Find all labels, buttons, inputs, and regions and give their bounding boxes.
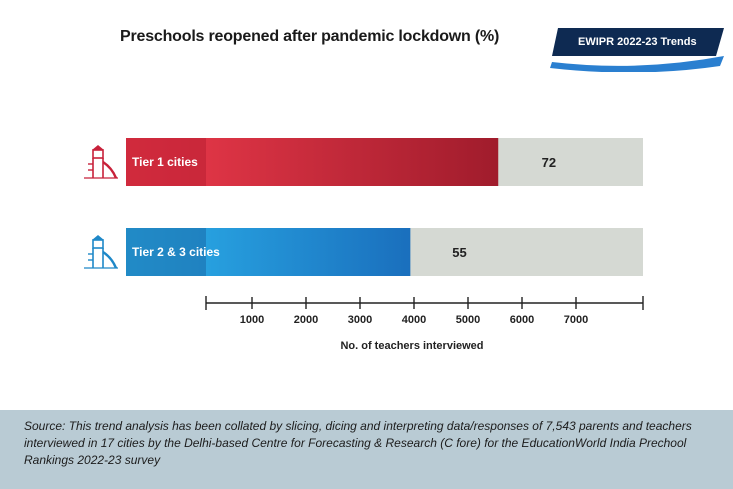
category-label: Tier 1 cities	[132, 155, 198, 169]
data-label: 55	[452, 245, 466, 260]
playground-slide-icon	[84, 145, 118, 179]
x-tick-label: 4000	[402, 314, 426, 326]
data-label: 72	[542, 155, 556, 170]
source-footer: Source: This trend analysis has been col…	[0, 410, 733, 489]
trends-badge: EWIPR 2022-23 Trends	[548, 26, 728, 73]
x-tick-label: 6000	[510, 314, 534, 326]
badge-shape	[550, 28, 724, 73]
category-label: Tier 2 & 3 cities	[132, 245, 220, 259]
bar-chart: Tier 1 cities 72 Tier 2 & 3 cities 55 1000 20…	[84, 138, 644, 352]
x-axis-label: No. of teachers interviewed	[340, 340, 483, 352]
x-tick-label: 1000	[240, 314, 264, 326]
x-tick-label: 5000	[456, 314, 480, 326]
bar-label-box	[126, 228, 206, 276]
x-tick-label: 2000	[294, 314, 318, 326]
badge-label: EWIPR 2022-23 Trends	[578, 36, 697, 48]
source-note: Source: This trend analysis has been col…	[24, 419, 692, 467]
chart-title: Preschools reopened after pandemic lockd…	[120, 28, 500, 45]
playground-slide-icon	[84, 235, 118, 269]
bar-label-box	[126, 138, 206, 186]
x-tick-label: 7000	[564, 314, 588, 326]
x-tick-label: 3000	[348, 314, 372, 326]
